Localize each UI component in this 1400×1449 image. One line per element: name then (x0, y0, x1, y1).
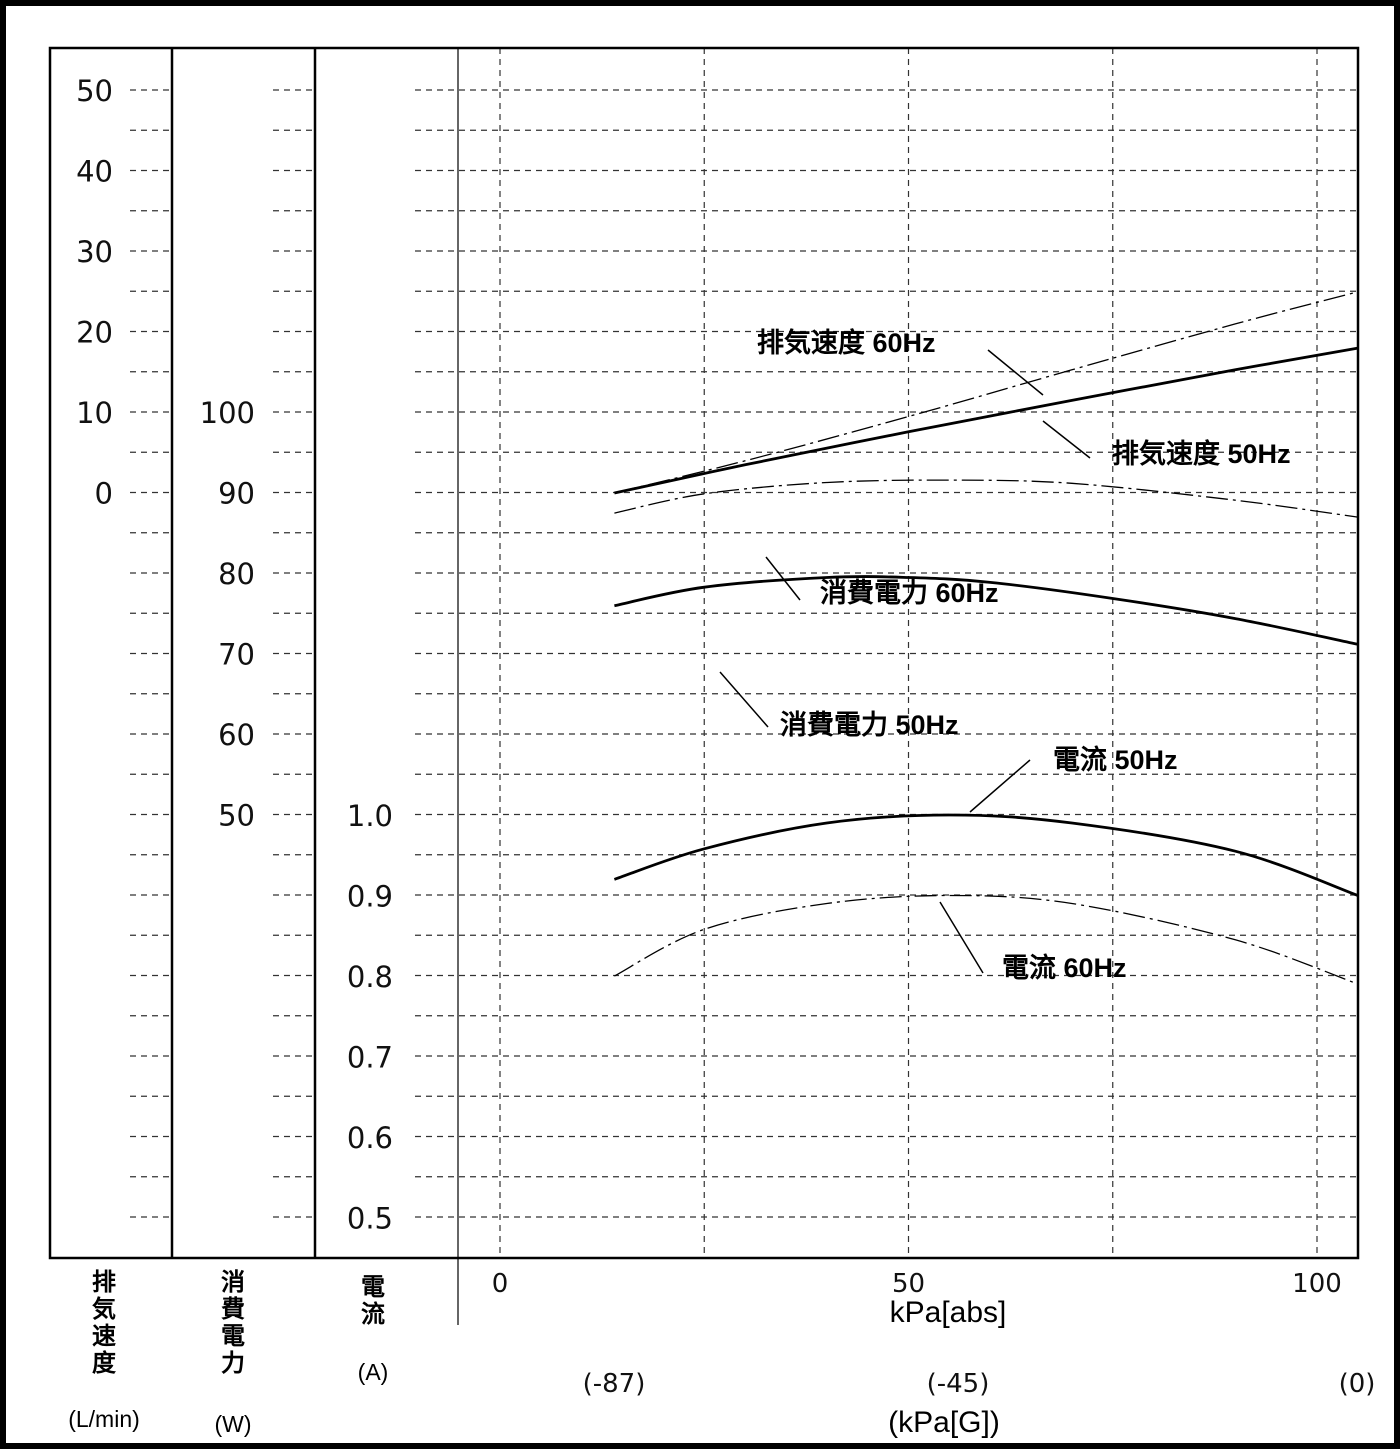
axis-title-exhaust-char: 排 (92, 1268, 116, 1296)
series-line-5 (614, 894, 1359, 985)
axis-unit-power: (W) (214, 1411, 251, 1437)
x-axis-title: kPa[abs] (890, 1296, 1007, 1329)
series-leader-line (969, 759, 1031, 813)
tick-label-exhaust: 30 (76, 235, 113, 269)
series-leader-line (765, 556, 801, 601)
tick-label-current: 0.7 (347, 1041, 393, 1075)
x-tick-label-gauge: (0) (1339, 1369, 1376, 1399)
tick-label-current: 1.0 (347, 799, 393, 833)
tick-label-current: 0.6 (347, 1121, 393, 1155)
axis-title-power-char: 力 (221, 1349, 245, 1377)
tick-label-exhaust: 20 (76, 316, 113, 350)
axis-unit-exhaust: (L/min) (68, 1406, 140, 1432)
x-tick-label: 0 (492, 1269, 509, 1299)
tick-label-power: 80 (218, 557, 255, 591)
series-label: 消費電力 60Hz (820, 578, 999, 608)
x-tick-label: 100 (1292, 1269, 1342, 1299)
series-leader-line (987, 349, 1044, 396)
tick-label-current: 0.5 (347, 1202, 393, 1236)
axis-title-current-char: 電 (361, 1273, 385, 1301)
tick-label-power: 100 (200, 396, 255, 430)
series-line-3 (614, 575, 1359, 646)
plot-frame (48, 46, 1360, 1260)
grid-layer (130, 48, 1358, 1258)
axis-title-power-char: 電 (221, 1322, 245, 1350)
tick-label-exhaust: 0 (95, 477, 113, 511)
axis-title-power-char: 消 (221, 1268, 245, 1296)
series-line-1 (614, 346, 1359, 495)
axis-unit-current: (A) (358, 1359, 389, 1385)
tick-label-power: 90 (218, 477, 255, 511)
tick-label-exhaust: 10 (76, 396, 113, 430)
x-tick-label-gauge: (-45) (927, 1369, 990, 1399)
series-label: 排気速度 60Hz (757, 327, 936, 358)
series-layer (613, 291, 1359, 985)
tick-label-exhaust: 50 (76, 74, 113, 108)
tick-label-exhaust: 40 (76, 155, 113, 189)
axis-title-exhaust-char: 速 (92, 1322, 116, 1350)
series-label: 排気速度 50Hz (1112, 438, 1291, 469)
series-label: 消費電力 50Hz (780, 710, 959, 740)
series-line-2 (614, 479, 1358, 518)
axis-title-exhaust-char: 気 (92, 1295, 116, 1323)
tick-label-power: 60 (218, 718, 255, 752)
series-label: 電流 60Hz (1002, 953, 1127, 983)
series-line-4 (613, 813, 1359, 897)
tick-label-current: 0.8 (347, 960, 393, 994)
axis-title-exhaust-char: 度 (92, 1349, 117, 1377)
tick-label-power: 50 (218, 799, 255, 833)
series-leader-line (719, 671, 769, 728)
tick-label-power: 70 (218, 638, 255, 672)
series-leader-line (939, 901, 984, 974)
x-tick-label-gauge: (-87) (583, 1369, 646, 1399)
axis-title-power-char: 費 (221, 1295, 245, 1323)
x-axis-title-gauge: (kPa[G]) (888, 1406, 1000, 1439)
axis-layer (48, 46, 1360, 1325)
tick-label-current: 0.9 (347, 880, 393, 914)
axis-title-current-char: 流 (361, 1300, 385, 1328)
series-line-0 (614, 291, 1358, 494)
x-tick-label: 50 (892, 1269, 925, 1299)
series-label: 電流 50Hz (1053, 745, 1178, 775)
series-leader-line (1042, 420, 1091, 459)
